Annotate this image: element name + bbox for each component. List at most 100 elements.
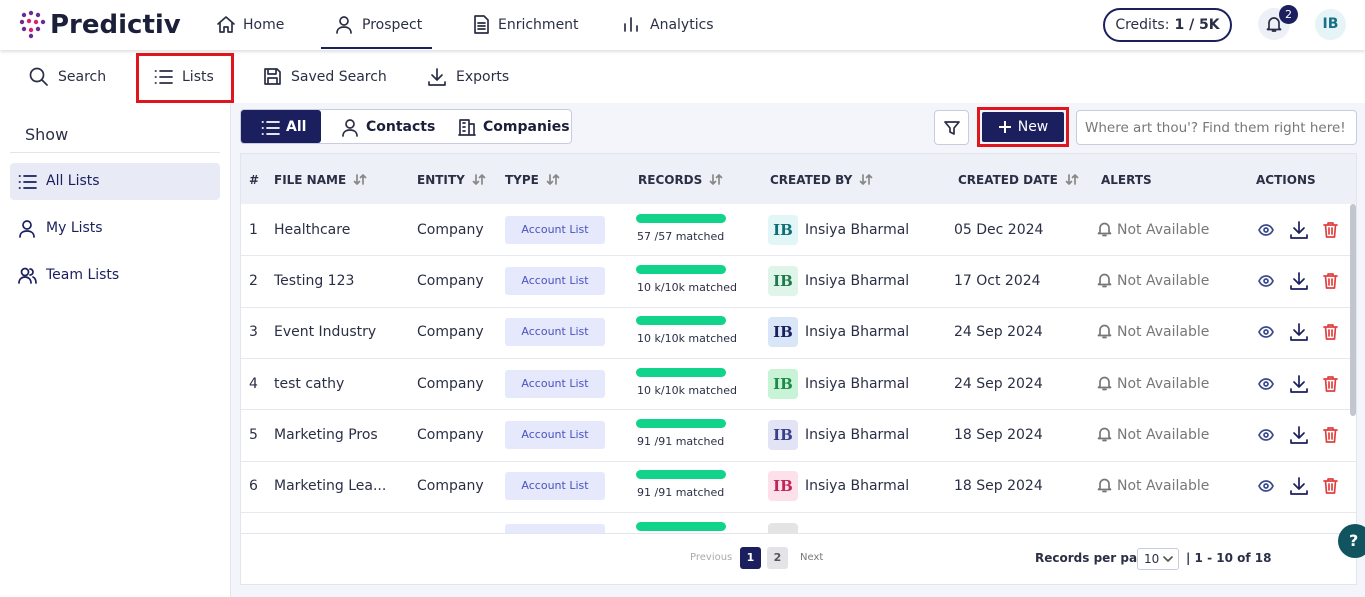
sidebar-active — [10, 163, 220, 200]
file-name[interactable]: Testing 123 — [274, 272, 355, 289]
records-bar — [636, 470, 726, 480]
entity: Company — [417, 478, 484, 495]
records-bar — [636, 367, 726, 377]
file-name[interactable]: test cathy — [274, 375, 345, 392]
credits-label: Credits: — [1115, 17, 1170, 33]
segment[interactable]: All — [286, 119, 307, 135]
alert-icon — [1097, 427, 1112, 442]
view-icon — [1258, 326, 1274, 339]
credits-pill[interactable]: Credits: 1 / 5K — [1103, 8, 1232, 42]
records-text: 91 /91 matched — [637, 486, 725, 500]
filter-button[interactable] — [934, 110, 969, 145]
tab-icon — [474, 15, 489, 34]
nav-tab[interactable]: Analytics — [650, 17, 714, 33]
view-icon — [1258, 377, 1274, 390]
sort-icon — [1065, 174, 1079, 185]
created-date: 05 Dec 2024 — [954, 221, 1044, 238]
delete-icon — [1323, 426, 1338, 443]
records-bar — [636, 264, 726, 274]
file-name[interactable]: Event Industry — [274, 324, 377, 341]
filter-icon — [944, 121, 960, 135]
records-bar — [636, 316, 726, 326]
created-date: 24 Sep 2024 — [954, 375, 1043, 392]
credits-value: 1 / 5K — [1174, 17, 1220, 33]
highlight-box — [977, 107, 1069, 147]
column-header: FILE NAME — [274, 173, 347, 187]
entity: Company — [417, 375, 484, 392]
alert-icon — [1097, 222, 1112, 236]
plus-icon — [998, 121, 1011, 133]
segment[interactable]: Companies — [483, 119, 570, 135]
segment-icon — [342, 119, 358, 137]
sidebar-item[interactable]: My Lists — [46, 220, 103, 236]
records-text: 10 k/10k matched — [637, 383, 737, 397]
download-icon — [1290, 272, 1308, 290]
nav-tab[interactable]: Prospect — [362, 17, 423, 33]
sidebar-divider — [10, 152, 220, 153]
sidebar-icon — [18, 175, 37, 189]
sidebar-title: Show — [25, 125, 69, 144]
creator-avatar: IB — [768, 419, 798, 450]
type-badge: Account List — [505, 420, 605, 449]
page-button[interactable]: 1 — [740, 547, 761, 569]
created-by: Insiya Bharmal — [805, 221, 910, 238]
file-name[interactable]: Healthcare — [274, 221, 351, 238]
row-index: 1 — [249, 221, 258, 238]
sidebar-item[interactable]: Team Lists — [46, 267, 120, 283]
new-button[interactable]: New — [982, 112, 1064, 142]
created-by: Insiya Bharmal — [805, 375, 910, 392]
subnav-tab[interactable]: Exports — [456, 69, 510, 85]
nav-tab[interactable]: Enrichment — [498, 17, 579, 33]
records-text: 57 /57 matched — [637, 229, 725, 243]
sidebar-item[interactable]: All Lists — [46, 173, 100, 189]
row-index: 5 — [249, 426, 258, 443]
sort-icon — [546, 174, 560, 185]
user-avatar[interactable]: IB — [1315, 9, 1346, 40]
type-badge: Account List — [505, 369, 605, 398]
download-icon — [1290, 477, 1308, 495]
logo-text: Predictiv — [50, 10, 181, 40]
records-bar — [636, 418, 726, 428]
subnav-tab[interactable]: Lists — [182, 69, 214, 85]
row-divider — [241, 255, 1356, 257]
sidebar-icon — [18, 267, 37, 284]
type-badge: Account List — [505, 472, 605, 501]
file-name[interactable]: Marketing Lea... — [274, 478, 387, 495]
alert-icon — [1097, 324, 1112, 339]
view-icon — [1258, 223, 1274, 236]
alert-icon — [1097, 478, 1112, 493]
entity: Company — [417, 426, 484, 443]
download-icon — [1290, 220, 1308, 239]
file-name[interactable]: Marketing Pros — [274, 426, 378, 443]
download-icon — [1290, 323, 1308, 342]
sort-icon — [859, 174, 873, 185]
pager-next[interactable]: Next — [800, 552, 824, 563]
row-index: 3 — [249, 324, 258, 341]
column-header: ACTIONS — [1256, 173, 1316, 187]
help-button[interactable]: ? — [1338, 524, 1365, 558]
column-header: RECORDS — [638, 173, 703, 187]
page-button[interactable]: 2 — [767, 547, 788, 569]
records-bar — [636, 213, 726, 223]
sort-icon — [353, 174, 367, 185]
segment-icon — [458, 119, 476, 136]
segment[interactable]: Contacts — [366, 119, 436, 135]
per-page-select[interactable]: 10 — [1137, 548, 1179, 570]
delete-icon — [1323, 324, 1338, 341]
sidebar-icon — [19, 220, 35, 238]
view-icon — [1258, 428, 1274, 441]
nav-tab[interactable]: Home — [243, 17, 285, 33]
creator-avatar: IB — [768, 317, 798, 348]
delete-icon — [1323, 221, 1338, 238]
view-icon — [1258, 480, 1274, 492]
search-input[interactable]: Where art thou'? Find them right here! — [1076, 110, 1357, 145]
pager-previous[interactable]: Previous — [690, 552, 733, 563]
subnav-tab[interactable]: Saved Search — [291, 69, 387, 85]
alert-icon — [1097, 273, 1112, 288]
subnav-tab[interactable]: Search — [58, 69, 107, 85]
bell-icon — [1266, 17, 1282, 32]
type-badge: Account List — [505, 318, 605, 347]
column-header: CREATED DATE — [958, 173, 1058, 187]
alert-status: Not Available — [1117, 324, 1210, 341]
